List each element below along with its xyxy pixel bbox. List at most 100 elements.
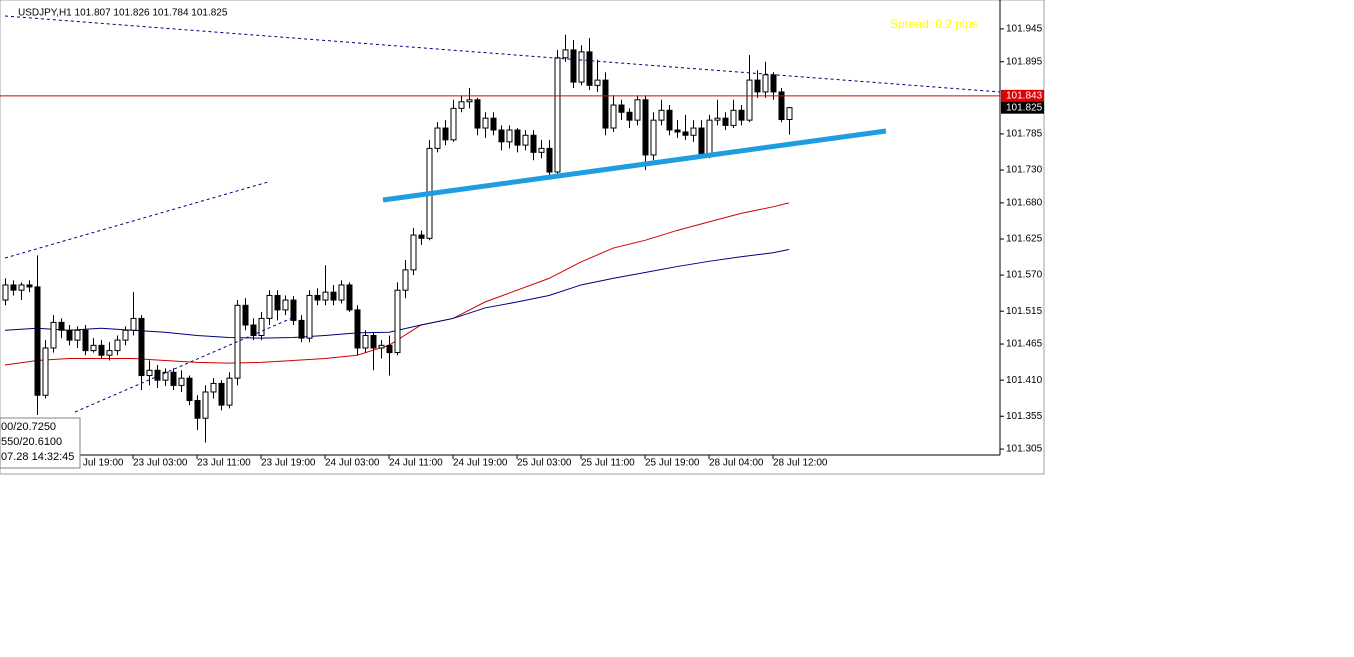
y-tick-label: 101.895 xyxy=(1006,56,1043,67)
candle-body xyxy=(146,369,153,377)
candle-body xyxy=(50,321,57,349)
candle-body xyxy=(186,377,193,402)
chart-title: USDJPY,H1 101.807 101.826 101.784 101.82… xyxy=(18,8,228,19)
candle-body xyxy=(322,291,329,301)
plot-area xyxy=(2,34,793,443)
candle-body xyxy=(458,101,465,109)
candle-body xyxy=(90,344,97,352)
candle-body xyxy=(506,129,513,143)
candle-body xyxy=(2,284,9,301)
candle-body xyxy=(546,147,553,173)
candle-body xyxy=(370,335,377,349)
candle-body xyxy=(338,284,345,301)
y-tick-label: 101.515 xyxy=(1006,306,1043,317)
candle-body xyxy=(554,57,561,173)
candle-body xyxy=(690,127,697,136)
x-tick-label: 28 Jul 04:00 xyxy=(709,458,764,469)
candle-body xyxy=(106,350,113,356)
candle-body xyxy=(202,391,209,419)
candle-body xyxy=(170,371,177,386)
candle-body xyxy=(394,289,401,354)
candle-body xyxy=(482,117,489,129)
x-tick-label: 25 Jul 03:00 xyxy=(517,458,572,469)
x-tick-label: 23 Jul 11:00 xyxy=(197,458,251,469)
candle-body xyxy=(306,294,313,339)
candle-body xyxy=(442,127,449,141)
candle-body xyxy=(226,377,233,406)
candle-body xyxy=(314,294,321,301)
candle-body xyxy=(178,377,185,386)
price-label-box xyxy=(1001,89,1044,102)
candle-body xyxy=(138,317,145,377)
candle-body xyxy=(498,129,505,143)
candle-body xyxy=(26,284,33,288)
candle-body xyxy=(66,329,73,341)
spread-annotation: Spread: 0.2 pips xyxy=(890,17,977,31)
candle-body xyxy=(730,109,737,126)
candle-body xyxy=(122,329,129,341)
candle-body xyxy=(98,344,105,356)
candle-body xyxy=(666,109,673,131)
candle-body xyxy=(578,51,585,83)
candle-body xyxy=(538,147,545,153)
bid-label: 101.825 xyxy=(1006,102,1043,113)
candle-body xyxy=(674,129,681,133)
candle-body xyxy=(114,339,121,352)
x-tick-label: 23 Jul 19:00 xyxy=(261,458,316,469)
candle-body xyxy=(58,321,65,331)
info-text: 550/20.6100 xyxy=(1,436,62,448)
candle-body xyxy=(586,51,593,86)
support-line xyxy=(382,128,887,203)
y-tick-label: 101.785 xyxy=(1006,129,1043,140)
y-tick-label: 101.680 xyxy=(1006,198,1043,209)
candle-body xyxy=(706,119,713,156)
candle-body xyxy=(714,117,721,121)
candle-body xyxy=(386,344,393,354)
candle-body xyxy=(722,117,729,126)
x-tick-label: 25 Jul 19:00 xyxy=(645,458,700,469)
x-tick-label: 24 Jul 19:00 xyxy=(453,458,508,469)
candle-body xyxy=(362,335,369,349)
candle-body xyxy=(42,347,49,396)
candle-body xyxy=(274,294,281,311)
x-tick-label: 24 Jul 03:00 xyxy=(325,458,380,469)
candle-body xyxy=(450,107,457,141)
candle-body xyxy=(602,79,609,129)
candle-body xyxy=(34,286,41,396)
candle-body xyxy=(82,329,89,352)
y-tick-label: 101.355 xyxy=(1006,411,1043,422)
y-tick-label: 101.730 xyxy=(1006,165,1043,176)
info-box xyxy=(0,417,81,469)
candle-body xyxy=(402,269,409,291)
bid-label-box xyxy=(1001,101,1044,114)
candle-body xyxy=(738,109,745,121)
candle-body xyxy=(346,284,353,311)
y-tick-label: 101.570 xyxy=(1006,270,1043,281)
candle-body xyxy=(210,382,217,393)
candle-body xyxy=(10,284,17,291)
candle-body xyxy=(410,234,417,271)
candle-body xyxy=(266,294,273,319)
candle-body xyxy=(298,319,305,339)
trend-line xyxy=(4,15,1001,93)
candle-body xyxy=(282,299,289,311)
candle-body xyxy=(778,91,785,120)
x-tick-label: 22 Jul 19:00 xyxy=(69,458,124,469)
candle-body xyxy=(194,400,201,419)
candle-body xyxy=(418,234,425,239)
info-text: 00/20.7250 xyxy=(1,421,56,433)
candle-body xyxy=(490,117,497,131)
candle-body xyxy=(242,304,249,326)
candle-body xyxy=(570,49,577,83)
y-tick-label: 101.465 xyxy=(1006,339,1043,350)
candle-body xyxy=(642,99,649,156)
candle-body xyxy=(530,134,537,153)
candle-body xyxy=(290,299,297,321)
trend-line xyxy=(4,181,269,259)
moving-average xyxy=(4,249,790,339)
candle-body xyxy=(698,127,705,156)
candle-body xyxy=(746,79,753,121)
y-tick-label: 101.625 xyxy=(1006,234,1043,245)
